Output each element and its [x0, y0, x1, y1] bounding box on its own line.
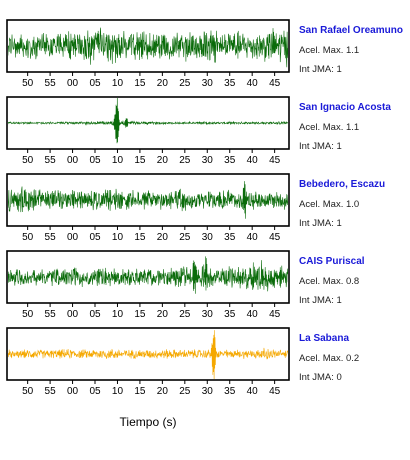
- x-tick-label: 55: [45, 155, 57, 166]
- x-tick-label: 40: [247, 78, 259, 89]
- x-tick-label: 25: [179, 232, 191, 243]
- x-tick-label: 25: [179, 386, 191, 397]
- x-tick-label: 30: [202, 78, 214, 89]
- waveform-4: [8, 256, 288, 294]
- x-tick-label: 20: [157, 78, 169, 89]
- x-tick-label: 55: [45, 386, 57, 397]
- x-tick-label: 30: [202, 309, 214, 320]
- x-tick-label: 15: [134, 78, 146, 89]
- x-tick-label: 35: [224, 155, 236, 166]
- x-tick-label: 25: [179, 309, 191, 320]
- x-tick-label: 45: [269, 155, 281, 166]
- panel-4: 50 55 00 05 10 15 20 25 30 35 40 45 CAIS Puriscal Ace…: [6, 250, 365, 320]
- panel-frame-5: [6, 327, 290, 381]
- x-tick-label: 10: [112, 232, 124, 243]
- x-tick-label: 05: [89, 155, 101, 166]
- station-name: San Ignacio Acosta: [299, 102, 391, 113]
- waveform-2: [8, 98, 288, 144]
- panel-2: 50 55 00 05 10 15 20 25 30 35 40 45 San Ignacio Acos…: [6, 96, 391, 166]
- x-tick-label: 15: [134, 232, 146, 243]
- x-tick-label: 30: [202, 386, 214, 397]
- panel-3: 50 55 00 05 10 15 20 25 30 35 40 45 Bebedero, Escazu…: [6, 173, 385, 243]
- jma-intensity: Int JMA: 1: [299, 295, 342, 306]
- jma-intensity: Int JMA: 0: [299, 372, 342, 383]
- x-tick-label: 50: [22, 309, 34, 320]
- x-tick-label: 35: [224, 309, 236, 320]
- x-tick-label: 00: [67, 155, 79, 166]
- x-tick-label: 15: [134, 309, 146, 320]
- x-tick-label: 00: [67, 232, 79, 243]
- x-tick-label: 50: [22, 78, 34, 89]
- x-tick-label: 55: [45, 78, 57, 89]
- x-tick-label: 05: [89, 386, 101, 397]
- x-axis-label: Tiempo (s): [120, 415, 177, 429]
- x-tick-label: 40: [247, 232, 259, 243]
- max-acceleration: Acel. Max. 0.8: [299, 276, 359, 287]
- x-tick-label: 35: [224, 232, 236, 243]
- x-tick-label: 30: [202, 232, 214, 243]
- panel-frame-1: [6, 19, 290, 73]
- waveform-5: [8, 330, 288, 379]
- x-tick-label: 35: [224, 386, 236, 397]
- x-tick-label: 40: [247, 155, 259, 166]
- x-tick-label: 10: [112, 386, 124, 397]
- x-tick-label: 05: [89, 232, 101, 243]
- x-tick-label: 20: [157, 155, 169, 166]
- station-name: CAIS Puriscal: [299, 256, 365, 267]
- x-tick-label: 55: [45, 309, 57, 320]
- x-tick-label: 45: [269, 232, 281, 243]
- x-tick-label: 50: [22, 155, 34, 166]
- x-tick-label: 00: [67, 386, 79, 397]
- station-name: La Sabana: [299, 333, 349, 344]
- station-name: San Rafael Oreamuno: [299, 25, 403, 36]
- x-tick-label: 45: [269, 309, 281, 320]
- x-tick-label: 05: [89, 78, 101, 89]
- panels-group: 50 55 00 05 10 15 20 25 30 35 40 45 San Rafael Oream…: [6, 19, 403, 397]
- station-name: Bebedero, Escazu: [299, 179, 385, 190]
- panel-frame-2: [6, 96, 290, 150]
- jma-intensity: Int JMA: 1: [299, 218, 342, 229]
- waveform-3: [8, 181, 288, 219]
- jma-intensity: Int JMA: 1: [299, 64, 342, 75]
- x-tick-label: 40: [247, 309, 259, 320]
- x-tick-label: 10: [112, 78, 124, 89]
- x-tick-label: 50: [22, 386, 34, 397]
- x-tick-label: 40: [247, 386, 259, 397]
- panel-frame-3: [6, 173, 290, 227]
- x-tick-label: 15: [134, 155, 146, 166]
- x-tick-label: 10: [112, 309, 124, 320]
- x-tick-label: 10: [112, 155, 124, 166]
- x-tick-label: 20: [157, 386, 169, 397]
- x-tick-label: 20: [157, 309, 169, 320]
- x-tick-label: 25: [179, 155, 191, 166]
- panel-5: 50 55 00 05 10 15 20 25 30 35 40 45 La Sabana Acel. M…: [6, 327, 359, 397]
- max-acceleration: Acel. Max. 1.1: [299, 45, 359, 56]
- x-tick-label: 25: [179, 78, 191, 89]
- max-acceleration: Acel. Max. 1.1: [299, 122, 359, 133]
- x-tick-label: 20: [157, 232, 169, 243]
- x-tick-label: 35: [224, 78, 236, 89]
- x-tick-label: 50: [22, 232, 34, 243]
- panel-frame-4: [6, 250, 290, 304]
- x-tick-label: 30: [202, 155, 214, 166]
- waveform-1: [8, 27, 288, 68]
- x-tick-label: 05: [89, 309, 101, 320]
- x-tick-label: 45: [269, 78, 281, 89]
- x-tick-label: 00: [67, 309, 79, 320]
- x-tick-label: 55: [45, 232, 57, 243]
- panel-1: 50 55 00 05 10 15 20 25 30 35 40 45 San Rafael Oream…: [6, 19, 403, 89]
- jma-intensity: Int JMA: 1: [299, 141, 342, 152]
- max-acceleration: Acel. Max. 0.2: [299, 353, 359, 364]
- x-tick-label: 15: [134, 386, 146, 397]
- x-tick-label: 45: [269, 386, 281, 397]
- max-acceleration: Acel. Max. 1.0: [299, 199, 359, 210]
- x-tick-label: 00: [67, 78, 79, 89]
